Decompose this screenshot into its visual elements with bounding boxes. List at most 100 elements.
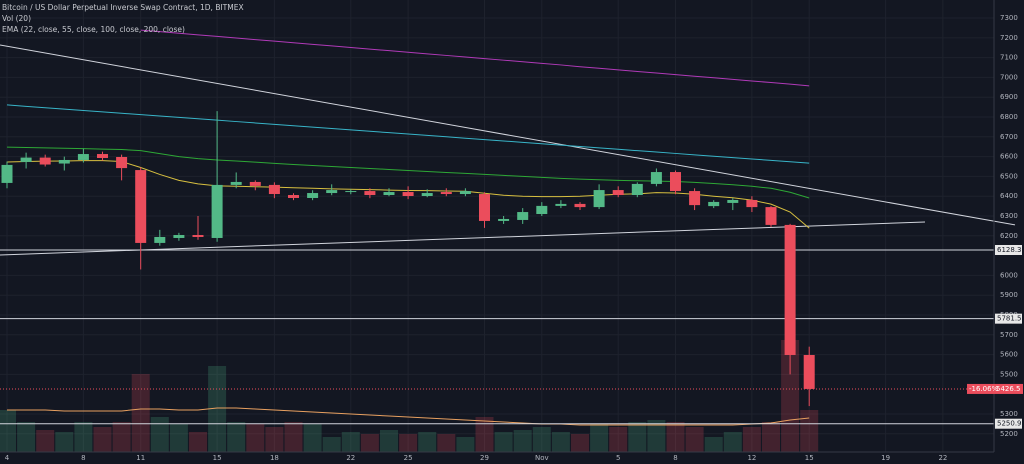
candle-body — [593, 190, 605, 208]
x-tick-label: 15 — [213, 454, 222, 462]
ema-line — [140, 29, 810, 87]
candle-body — [498, 218, 510, 221]
y-tick-label: 6200 — [1000, 232, 1018, 240]
candle-body — [192, 235, 204, 237]
volume-bar — [532, 427, 551, 452]
volume-bar — [74, 422, 93, 452]
grid — [0, 0, 994, 452]
level-label-box — [995, 244, 1022, 255]
candle-body — [249, 181, 261, 186]
volume-legend: Vol (20) — [2, 14, 31, 23]
x-tick-label: 5 — [616, 454, 620, 462]
y-tick-label: 5500 — [1000, 370, 1018, 378]
candle-body — [784, 224, 796, 355]
y-tick-label: 6900 — [1000, 93, 1018, 101]
candle-body — [268, 184, 280, 195]
volume-bar — [341, 432, 360, 452]
volume-bar — [551, 432, 570, 452]
volume-bar — [666, 422, 685, 452]
candle-body — [612, 190, 624, 196]
candle-body — [116, 157, 128, 169]
last-price-change: -16.06% — [969, 385, 999, 393]
y-tick-label: 5700 — [1000, 331, 1018, 339]
candle-body — [326, 190, 338, 194]
x-tick-label: 19 — [881, 454, 890, 462]
candle-body — [708, 201, 720, 207]
volume-bar — [762, 422, 780, 452]
candle-body — [39, 157, 51, 165]
volume-bar — [150, 417, 169, 452]
candle-body — [421, 193, 433, 197]
last-price-box — [967, 383, 1023, 394]
indicator-legend: EMA (22, close, 55, close, 100, close, 2… — [2, 25, 185, 34]
candle-body — [307, 193, 319, 198]
x-tick-label: Nov — [535, 454, 549, 462]
volume-bar — [380, 430, 398, 452]
chart-title: Bitcoin / US Dollar Perpetual Inverse Sw… — [2, 3, 244, 12]
x-tick-label: 22 — [938, 454, 947, 462]
y-tick-label: 6800 — [1000, 113, 1018, 121]
volume-bar — [437, 434, 456, 452]
y-tick-label: 6700 — [1000, 133, 1018, 141]
candle-body — [459, 191, 471, 195]
volume-bar — [0, 410, 16, 452]
candle-body — [58, 159, 70, 164]
x-tick-label: 8 — [673, 454, 677, 462]
candle-body — [536, 205, 548, 215]
y-tick-label: 6300 — [1000, 212, 1018, 220]
candle-body — [364, 191, 376, 196]
volume-bar — [418, 432, 437, 452]
trendline — [0, 44, 1016, 226]
volume-bar — [189, 432, 207, 452]
x-tick-label: 4 — [5, 454, 10, 462]
x-tick-label: 12 — [747, 454, 756, 462]
candle-body — [345, 191, 357, 193]
x-tick-label: 15 — [805, 454, 814, 462]
volume-bar — [494, 432, 513, 452]
candle-body — [77, 154, 89, 160]
y-tick-label: 5300 — [1000, 410, 1018, 418]
volume-bar — [609, 427, 628, 452]
candle-body — [173, 235, 185, 238]
volume-bar — [475, 417, 494, 452]
volume-ma — [7, 407, 810, 426]
candle-body — [479, 194, 490, 221]
candle-body — [517, 212, 529, 220]
price-axis: 7300 7200 7100 7000 6900 6800 6700 6600 6500 6400… — [967, 14, 1023, 438]
y-tick-label: 7200 — [1000, 34, 1018, 42]
level-label-box — [995, 313, 1022, 324]
volume-bar — [93, 427, 112, 452]
volume-bar — [227, 422, 246, 452]
candle-body — [383, 192, 395, 196]
candle-body — [650, 172, 662, 184]
ema-line — [6, 104, 810, 164]
candle-body — [135, 170, 147, 243]
volume-bar — [628, 422, 647, 452]
volume-bar — [36, 430, 55, 452]
candle-body — [803, 354, 815, 389]
y-tick-label: 6600 — [1000, 153, 1018, 161]
x-tick-label: 8 — [81, 454, 85, 462]
volume-bar — [704, 437, 723, 452]
candle-body — [746, 199, 758, 208]
volume-bar — [590, 424, 609, 452]
y-tick-label: 6000 — [1000, 271, 1018, 279]
candle-body — [97, 154, 108, 158]
candle-body — [211, 184, 223, 238]
y-tick-label: 7000 — [1000, 73, 1018, 81]
volume-bar — [208, 366, 227, 452]
volume-bar — [360, 434, 379, 452]
trendline — [0, 221, 926, 256]
volume-bar — [513, 430, 532, 452]
volume-bar — [303, 424, 322, 452]
volume-bar — [55, 432, 74, 452]
volume-bar — [284, 422, 303, 452]
candle-body — [288, 195, 299, 198]
x-tick-label: 22 — [346, 454, 355, 462]
level-label-box — [995, 418, 1022, 429]
volume-bar — [399, 434, 418, 452]
candle-body — [440, 192, 452, 195]
volume-bar — [112, 422, 131, 452]
